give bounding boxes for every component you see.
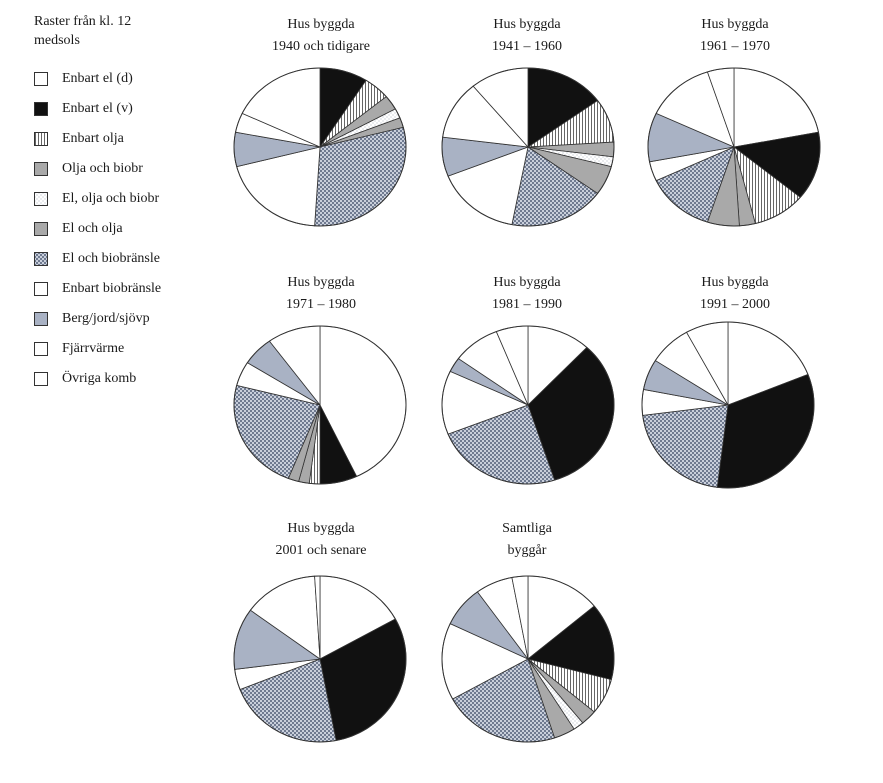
pie-chart-1981-1990: Hus byggda 1981 – 1990 xyxy=(422,272,632,316)
legend-item-fjarr: Fjärrvärme xyxy=(34,334,234,364)
legend-item-el_v: Enbart el (v) xyxy=(34,94,234,124)
legend-item-el_olja_bio: El, olja och biobr xyxy=(34,184,234,214)
chart-title: Hus byggda 1940 och tidigare xyxy=(216,14,426,58)
legend-swatch xyxy=(34,102,48,116)
pie-svg xyxy=(441,325,615,485)
legend-label: Enbart biobränsle xyxy=(62,281,162,296)
chart-title-line2: 1940 och tidigare xyxy=(272,39,370,54)
pie-outline xyxy=(441,67,615,227)
pie-chart-samtliga: Samtliga byggår xyxy=(422,518,632,562)
pie-svg xyxy=(233,575,407,743)
pie-outline xyxy=(233,325,407,485)
chart-title-line1: Hus byggda xyxy=(493,275,561,290)
legend-item-ovriga: Övriga komb xyxy=(34,364,234,394)
chart-title-line1: Hus byggda xyxy=(701,17,769,32)
pie-outline xyxy=(441,575,615,743)
legend-swatch xyxy=(34,342,48,356)
legend-item-berg: Berg/jord/sjövp xyxy=(34,304,234,334)
legend-title-line2: medsols xyxy=(34,33,80,48)
chart-title: Hus byggda 1941 – 1960 xyxy=(422,14,632,58)
legend-swatch xyxy=(34,372,48,386)
chart-title-line1: Hus byggda xyxy=(287,17,355,32)
legend-label: Olja och biobr xyxy=(62,161,143,176)
legend-title: Raster från kl. 12 medsols xyxy=(34,12,234,50)
legend-label: El, olja och biobr xyxy=(62,191,160,206)
pie-outline xyxy=(233,67,407,227)
legend-label: Enbart el (d) xyxy=(62,71,133,86)
chart-title: Samtliga byggår xyxy=(422,518,632,562)
pie-chart-1940: Hus byggda 1940 och tidigare xyxy=(216,14,426,58)
pie-svg xyxy=(441,67,615,227)
pie-outline xyxy=(641,321,815,489)
legend-item-el_olja: El och olja xyxy=(34,214,234,244)
chart-title-line1: Hus byggda xyxy=(493,17,561,32)
chart-title: Hus byggda 2001 och senare xyxy=(216,518,426,562)
pie-chart-1941-1960: Hus byggda 1941 – 1960 xyxy=(422,14,632,58)
legend-label: Enbart olja xyxy=(62,131,124,146)
chart-title-line2: 1991 – 2000 xyxy=(700,297,770,312)
legend-item-bio: Enbart biobränsle xyxy=(34,274,234,304)
chart-title-line2: 1961 – 1970 xyxy=(700,39,770,54)
legend-item-el_bio: El och biobränsle xyxy=(34,244,234,274)
chart-title-line1: Hus byggda xyxy=(701,275,769,290)
pie-outline xyxy=(441,325,615,485)
pie-slice-el_bio xyxy=(642,404,729,488)
chart-title-line1: Samtliga xyxy=(502,521,552,536)
chart-title: Hus byggda 1981 – 1990 xyxy=(422,272,632,316)
chart-title-line2: 2001 och senare xyxy=(275,543,367,558)
pie-chart-2001: Hus byggda 2001 och senare xyxy=(216,518,426,562)
legend-swatch xyxy=(34,72,48,86)
legend-label: El och biobränsle xyxy=(62,251,160,266)
legend-label: El och olja xyxy=(62,221,123,236)
legend-swatch xyxy=(34,222,48,236)
legend-label: Enbart el (v) xyxy=(62,101,133,116)
pie-svg xyxy=(233,325,407,485)
legend-swatch xyxy=(34,132,48,146)
legend-item-olja: Enbart olja xyxy=(34,124,234,154)
pie-svg xyxy=(441,575,615,743)
legend-swatch xyxy=(34,282,48,296)
legend-swatch xyxy=(34,192,48,206)
pie-svg xyxy=(647,67,821,227)
legend-label: Övriga komb xyxy=(62,371,137,386)
pie-outline xyxy=(233,575,407,743)
chart-title-line2: 1941 – 1960 xyxy=(492,39,562,54)
legend-label: Fjärrvärme xyxy=(62,341,125,356)
chart-title-line1: Hus byggda xyxy=(287,521,355,536)
legend-swatch xyxy=(34,312,48,326)
pie-svg xyxy=(641,321,815,489)
chart-title: Hus byggda 1971 – 1980 xyxy=(216,272,426,316)
legend-swatch xyxy=(34,252,48,266)
chart-title-line2: byggår xyxy=(507,543,547,558)
chart-title: Hus byggda 1991 – 2000 xyxy=(630,272,840,316)
chart-title-line2: 1971 – 1980 xyxy=(286,297,356,312)
chart-title: Hus byggda 1961 – 1970 xyxy=(630,14,840,58)
pie-svg xyxy=(233,67,407,227)
legend-item-olja_bio: Olja och biobr xyxy=(34,154,234,184)
pie-chart-1961-1970: Hus byggda 1961 – 1970 xyxy=(630,14,840,58)
chart-title-line2: 1981 – 1990 xyxy=(492,297,562,312)
legend-label: Berg/jord/sjövp xyxy=(62,311,150,326)
pie-outline xyxy=(647,67,821,227)
pie-chart-1971-1980: Hus byggda 1971 – 1980 xyxy=(216,272,426,316)
legend: Raster från kl. 12 medsols Enbart el (d)… xyxy=(34,12,234,394)
legend-title-line1: Raster från kl. 12 xyxy=(34,14,132,29)
pie-chart-1991-2000: Hus byggda 1991 – 2000 xyxy=(630,272,840,316)
legend-swatch xyxy=(34,162,48,176)
chart-title-line1: Hus byggda xyxy=(287,275,355,290)
legend-item-el_d: Enbart el (d) xyxy=(34,64,234,94)
